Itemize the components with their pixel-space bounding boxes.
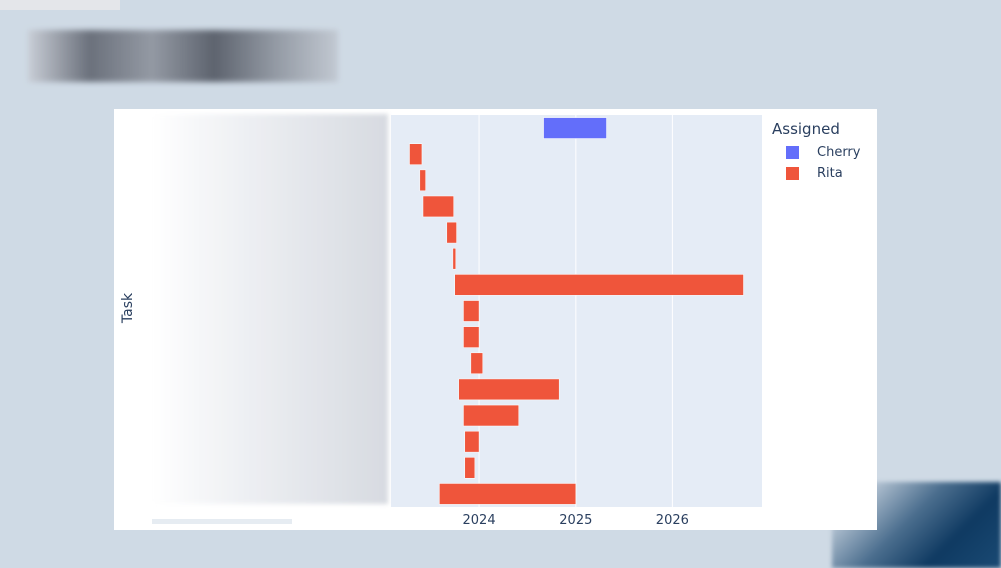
task-bar[interactable] — [422, 195, 454, 218]
plot-area — [391, 115, 762, 507]
legend-item-cherry[interactable]: Cherry — [786, 142, 860, 163]
legend-swatch — [786, 146, 799, 159]
task-bar[interactable] — [463, 300, 480, 322]
blurred-title — [28, 30, 338, 82]
legend: Assigned Cherry Rita — [772, 120, 860, 184]
task-bar[interactable] — [454, 274, 744, 296]
task-bar[interactable] — [452, 248, 457, 270]
task-bar[interactable] — [463, 404, 519, 427]
task-bar[interactable] — [409, 143, 423, 165]
task-bar[interactable] — [439, 483, 577, 505]
task-bar[interactable] — [463, 326, 480, 348]
task-bar[interactable] — [470, 352, 484, 374]
task-bar[interactable] — [458, 378, 560, 401]
x-tick-label: 2024 — [463, 513, 496, 528]
task-bar[interactable] — [446, 221, 457, 244]
task-bar[interactable] — [543, 117, 607, 139]
blurred-header — [0, 0, 120, 10]
legend-swatch — [786, 167, 799, 180]
legend-label: Rita — [817, 166, 843, 181]
task-bar[interactable] — [419, 169, 426, 192]
legend-label: Cherry — [817, 145, 861, 160]
x-tick-label: 2026 — [656, 513, 689, 528]
blurred-scrollbar — [152, 519, 292, 524]
blurred-task-labels — [152, 114, 388, 504]
task-bar[interactable] — [464, 457, 476, 479]
x-tick-label: 2025 — [559, 513, 592, 528]
task-bar[interactable] — [464, 430, 480, 453]
legend-title: Assigned — [772, 120, 840, 138]
legend-item-rita[interactable]: Rita — [786, 163, 860, 184]
